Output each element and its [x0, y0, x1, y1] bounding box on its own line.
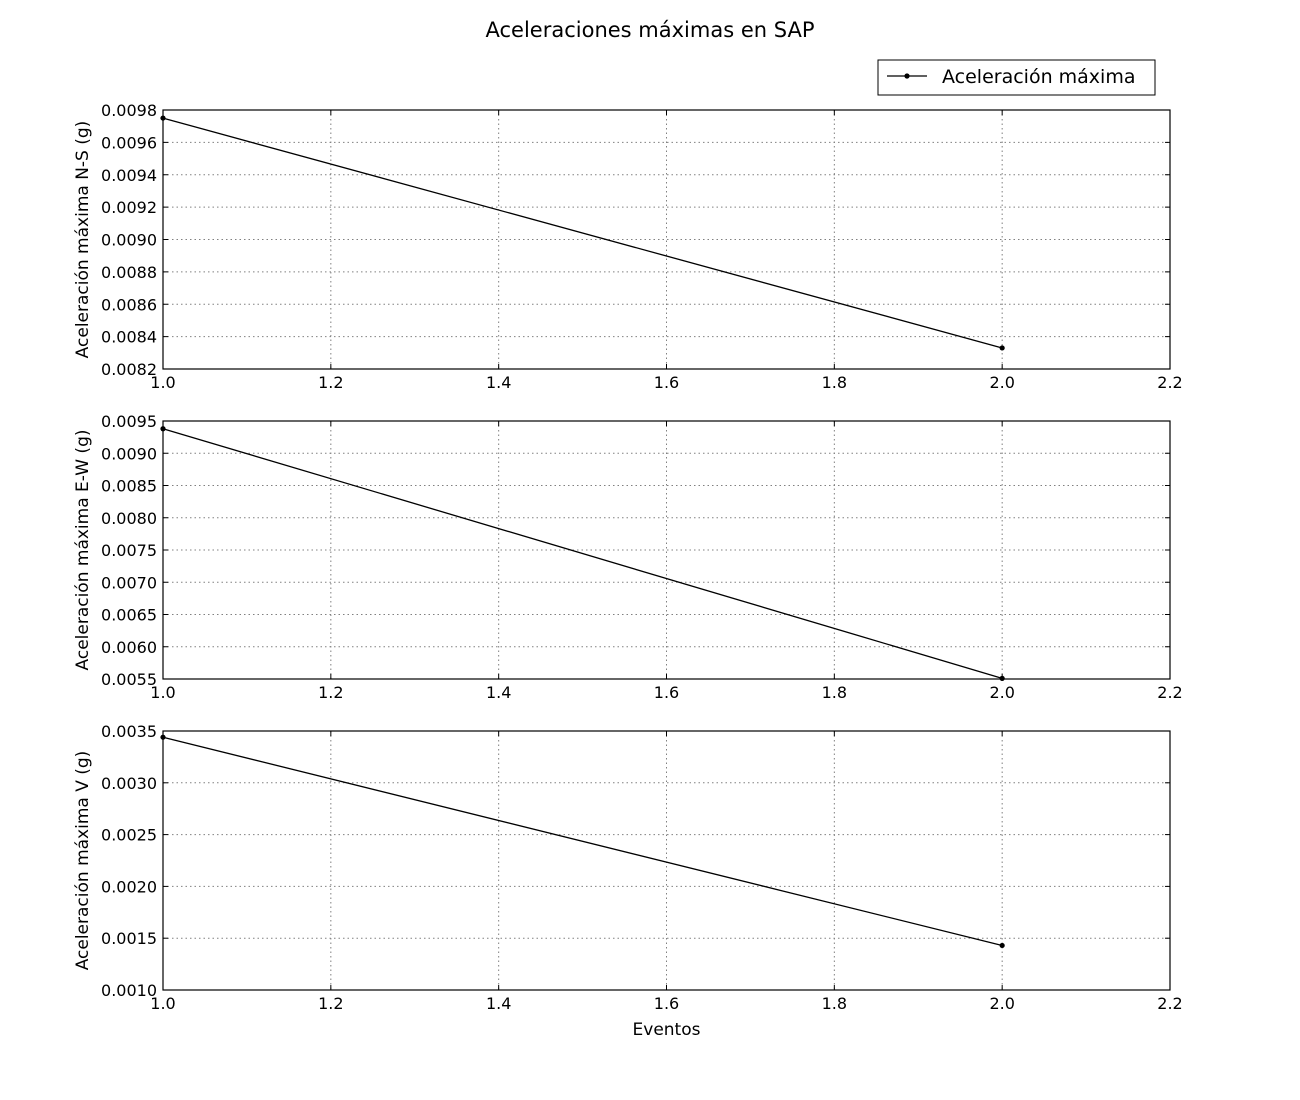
- axes-frame: [162, 420, 1171, 680]
- subplot-1: 1.0 1.2 1.4 1.6 1.8 2.0 2.2 0.0082 0.0084 0.0086 0…: [73, 101, 1183, 392]
- y-tick-label: 0.0082: [101, 360, 157, 379]
- x-tick-label: 1.6: [654, 994, 679, 1013]
- legend-label: Aceleración máxima: [942, 66, 1135, 88]
- y-tick-label: 0.0075: [101, 541, 157, 560]
- y-tick-label: 0.0094: [101, 166, 157, 185]
- x-tick-label: 1.2: [318, 994, 343, 1013]
- subplot-2: 1.0 1.2 1.4 1.6 1.8 2.0 2.2 0.0055 0.0060 0.0065 0…: [73, 412, 1183, 702]
- x-tick-label: 1.4: [486, 373, 511, 392]
- y-tick-label: 0.0090: [101, 444, 157, 463]
- y-axis-label: Aceleración máxima V (g): [73, 751, 93, 971]
- x-tick-label: 1.2: [318, 373, 343, 392]
- y-tick-label: 0.0086: [101, 295, 157, 314]
- legend-box: [877, 59, 1156, 96]
- x-tick-label: 1.6: [654, 373, 679, 392]
- legend: Aceleración máxima: [877, 59, 1156, 96]
- y-tick-label: 0.0096: [101, 133, 157, 152]
- y-axis-label: Aceleración máxima E-W (g): [73, 430, 93, 671]
- x-tick-label: 1.2: [318, 683, 343, 702]
- x-tick-label: 2.0: [989, 683, 1014, 702]
- subplot-3: 1.0 1.2 1.4 1.6 1.8 2.0 2.2 0.0010 0.0015 0.0020 0…: [73, 722, 1183, 1013]
- x-tick-label: 1.4: [486, 683, 511, 702]
- x-axis-label: Eventos: [633, 1020, 701, 1040]
- y-tick-label: 0.0080: [101, 509, 157, 528]
- x-tick-label: 1.6: [654, 683, 679, 702]
- x-tick-label: 1.4: [486, 994, 511, 1013]
- subplots: 1.0 1.2 1.4 1.6 1.8 2.0 2.2 0.0082 0.0084 0.0086 0…: [73, 101, 1183, 1013]
- y-tick-label: 0.0095: [101, 412, 157, 431]
- y-tick-label: 0.0020: [101, 877, 157, 896]
- y-tick-label: 0.0030: [101, 774, 157, 793]
- y-tick-label: 0.0010: [101, 981, 157, 1000]
- x-tick-label: 2.2: [1157, 683, 1182, 702]
- x-tick-label: 1.8: [822, 994, 847, 1013]
- y-tick-label: 0.0084: [101, 328, 157, 347]
- data-point: [999, 675, 1005, 681]
- x-tick-label: 1.0: [150, 683, 175, 702]
- y-axis-label: Aceleración máxima N-S (g): [73, 121, 93, 359]
- x-tick-label: 1.8: [822, 683, 847, 702]
- y-tick-label: 0.0055: [101, 670, 157, 689]
- y-tick-label: 0.0025: [101, 826, 157, 845]
- data-point: [999, 345, 1005, 351]
- legend-marker-sample: [904, 73, 910, 79]
- series-line: [162, 428, 1003, 679]
- x-tick-label: 2.0: [989, 373, 1014, 392]
- figure-title: Aceleraciones máximas en SAP: [486, 18, 815, 42]
- x-tick-label: 1.0: [150, 373, 175, 392]
- y-tick-label: 0.0035: [101, 722, 157, 741]
- y-tick-label: 0.0070: [101, 573, 157, 592]
- y-tick-label: 0.0015: [101, 929, 157, 948]
- plot-area: [163, 731, 1170, 990]
- data-point: [999, 942, 1005, 949]
- y-tick-label: 0.0065: [101, 606, 157, 625]
- x-tick-label: 2.2: [1157, 994, 1182, 1013]
- y-tick-label: 0.0060: [101, 638, 157, 657]
- series-line: [162, 117, 1003, 349]
- x-tick-label: 1.8: [822, 373, 847, 392]
- x-tick-label: 1.0: [150, 994, 175, 1013]
- y-tick-label: 0.0088: [101, 263, 157, 282]
- x-tick-label: 2.0: [989, 994, 1014, 1013]
- axes-frame: [162, 730, 1171, 991]
- x-tick-label: 2.2: [1157, 373, 1182, 392]
- axes-frame: [162, 109, 1171, 370]
- y-tick-label: 0.0090: [101, 231, 157, 250]
- y-tick-label: 0.0085: [101, 477, 157, 496]
- y-tick-label: 0.0098: [101, 101, 157, 120]
- y-tick-label: 0.0092: [101, 198, 157, 217]
- series-line: [162, 736, 1003, 947]
